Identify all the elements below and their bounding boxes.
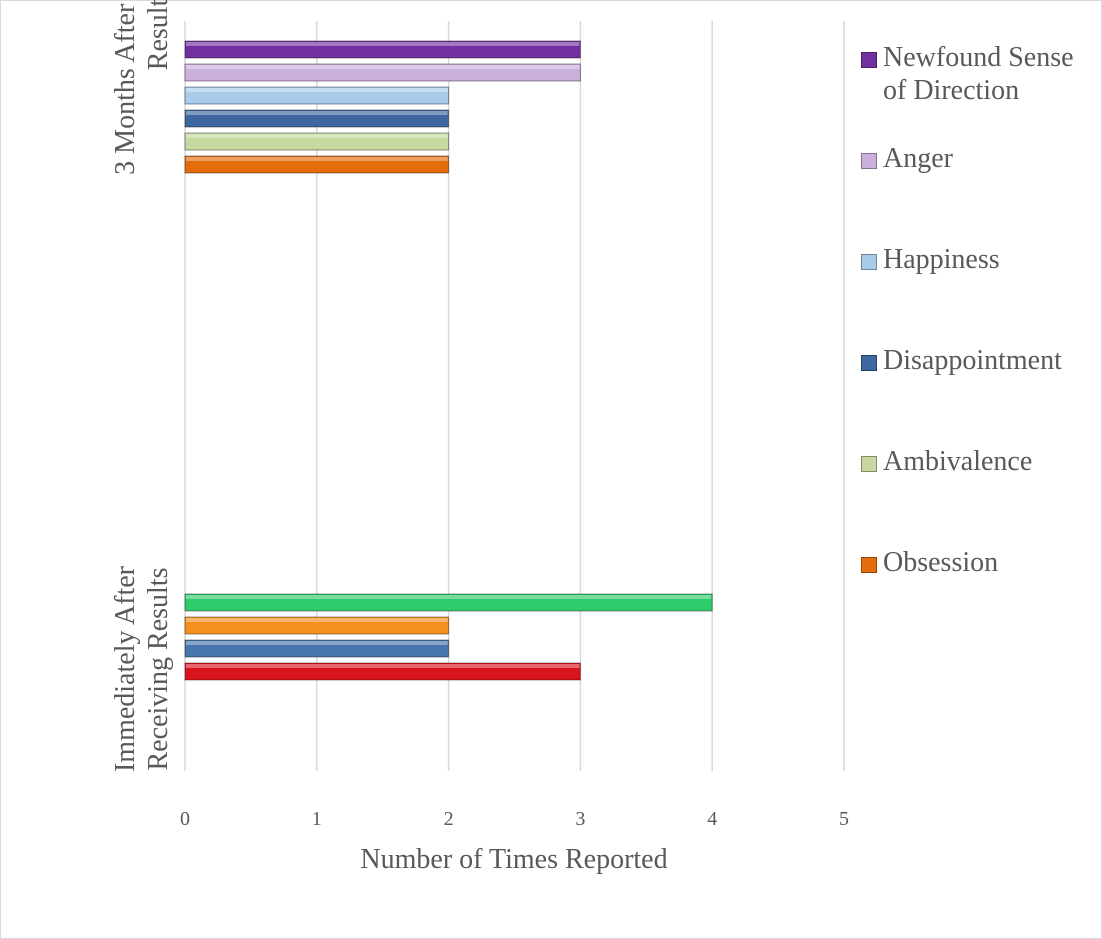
x-tick-label: 0 (180, 808, 190, 830)
legend-swatch (861, 52, 877, 68)
legend-entry: Disappointment (859, 344, 1099, 445)
legend-label: Happiness (883, 244, 1000, 275)
legend: Newfound Sense of Direction Anger Happines… (859, 41, 1099, 647)
legend-swatch (861, 557, 877, 573)
legend-entry: Newfound Sense of Direction (859, 41, 1099, 142)
legend-entry: Ambivalence (859, 445, 1099, 546)
x-tick-label: 2 (444, 808, 454, 830)
legend-entry: Obsession (859, 546, 1099, 647)
legend-label: Anger (883, 143, 953, 174)
bar-highlight (186, 595, 712, 599)
bar-highlight (186, 664, 580, 668)
bar-highlight (186, 65, 580, 69)
x-tick-label: 1 (312, 808, 322, 830)
bar (184, 639, 450, 658)
legend-label: Obsession (883, 547, 999, 578)
bar-highlight (186, 42, 580, 46)
bar-highlight (186, 88, 448, 92)
bar-highlight (186, 641, 448, 645)
bar (184, 63, 581, 82)
bar (184, 109, 450, 128)
bar (184, 616, 450, 635)
bar-highlight (186, 134, 448, 138)
bar (184, 155, 450, 174)
legend-swatch (861, 153, 877, 169)
category-label: Immediately After Receiving Results (110, 565, 174, 772)
legend-label: Ambivalence (883, 446, 1033, 477)
x-tick-label: 5 (839, 808, 849, 830)
legend-entry: Anger (859, 142, 1099, 243)
x-axis-title: Number of Times Reported (360, 844, 667, 875)
bar (184, 132, 450, 151)
bar-highlight (186, 111, 448, 115)
legend-label: Disappointment (883, 345, 1062, 376)
legend-entry: Happiness (859, 243, 1099, 344)
bar (184, 40, 581, 59)
x-tick-label: 4 (707, 808, 717, 830)
bar (184, 662, 581, 681)
x-tick-label: 3 (575, 808, 585, 830)
bar-highlight (186, 157, 448, 161)
legend-label: Newfound Sense of Direction (883, 42, 1074, 106)
bar (184, 86, 450, 105)
legend-swatch (861, 254, 877, 270)
legend-swatch (861, 355, 877, 371)
bar-highlight (186, 618, 448, 622)
bar (184, 593, 713, 612)
category-label: 3 Months After Receiving Results (110, 0, 174, 175)
legend-swatch (861, 456, 877, 472)
